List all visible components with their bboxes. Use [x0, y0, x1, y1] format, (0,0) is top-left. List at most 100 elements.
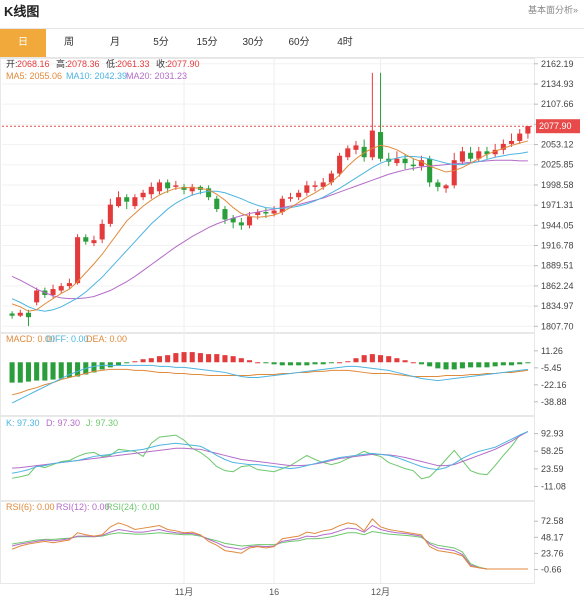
ohlc-value-2: 2061.33 — [117, 59, 150, 69]
macd-bar-24 — [206, 354, 212, 363]
candle-body-18 — [156, 182, 163, 192]
macd-bar-44 — [369, 354, 375, 363]
ohlc-value-3: 2077.90 — [167, 59, 200, 69]
macd-bar-30 — [255, 362, 261, 364]
tab-5[interactable]: 15分 — [196, 37, 218, 48]
macd-bar-26 — [222, 355, 228, 363]
macd-bar-56 — [468, 362, 474, 368]
macd-bar-23 — [197, 353, 203, 363]
macd-bar-18 — [156, 356, 163, 363]
macd-bar-52 — [435, 362, 441, 369]
tab-3[interactable]: 月 — [110, 37, 120, 48]
candle-body-44 — [369, 130, 375, 158]
macd-bar-29 — [246, 360, 253, 363]
macd-bar-7 — [66, 362, 72, 378]
macd-legend-2: DEA: 0.00 — [86, 334, 127, 344]
macd-legend-0: MACD: 0.00 — [6, 334, 55, 344]
macd-bar-13 — [115, 362, 122, 366]
macd-bar-25 — [214, 354, 220, 363]
candle-body-6 — [58, 286, 64, 291]
tab-7[interactable]: 60分 — [288, 37, 310, 48]
macd-bar-38 — [320, 362, 326, 365]
x-label-2: 12月 — [371, 587, 390, 597]
candle-body-51 — [427, 158, 433, 183]
macd-bar-54 — [451, 362, 457, 370]
candle-body-24 — [206, 188, 212, 198]
macd-bar-35 — [296, 362, 302, 366]
macd-axis-label-1: -5.45 — [541, 363, 562, 373]
kdj-axis-label-1: 58.25 — [541, 446, 564, 456]
candle-body-33 — [279, 198, 285, 213]
candle-body-9 — [83, 237, 89, 242]
candle-body-7 — [66, 283, 72, 287]
candle-body-57 — [476, 151, 482, 159]
candle-body-54 — [451, 160, 457, 186]
macd-bar-40 — [337, 362, 343, 364]
price-axis-label-0: 2162.19 — [541, 59, 574, 69]
macd-axis-label-2: -22.16 — [541, 380, 567, 390]
macd-bar-42 — [353, 358, 359, 363]
candle-body-31 — [263, 212, 269, 214]
macd-bar-1 — [17, 362, 23, 383]
macd-legend-1: DIFF: 0.00 — [46, 334, 89, 344]
kdj-d-line — [12, 431, 529, 469]
ohlc-label-1: 高: — [56, 58, 68, 69]
panel-frame-main — [0, 58, 535, 333]
candle-body-11 — [99, 223, 105, 240]
ohlc-label-3: 收: — [156, 58, 168, 69]
candle-body-29 — [246, 216, 253, 226]
panel-frame-macd — [0, 333, 535, 416]
rsi-legend-0: RSI(6): 0.00 — [6, 502, 55, 512]
price-axis-label-9: 1916.78 — [541, 241, 574, 251]
kdj-k-line — [12, 431, 529, 474]
candle-body-48 — [402, 158, 408, 164]
candle-body-60 — [500, 143, 506, 150]
candle-body-55 — [459, 151, 465, 162]
candle-body-36 — [304, 185, 310, 193]
kdj-legend-2: J: 97.30 — [86, 418, 118, 428]
ma10-line — [11, 151, 528, 312]
candle-body-58 — [484, 151, 490, 155]
macd-bar-21 — [181, 352, 187, 363]
ohlc-label-2: 低: — [106, 58, 118, 69]
candle-body-0 — [9, 313, 15, 316]
candle-body-34 — [287, 197, 294, 199]
tab-4[interactable]: 5分 — [153, 37, 169, 48]
tab-8[interactable]: 4时 — [337, 37, 353, 48]
tab-1[interactable]: 日 — [0, 29, 46, 57]
price-axis-label-12: 1834.97 — [541, 301, 574, 311]
candle-body-22 — [189, 186, 195, 192]
candle-body-8 — [75, 237, 81, 284]
tab-6[interactable]: 30分 — [242, 37, 264, 48]
tab-2[interactable]: 周 — [64, 37, 74, 48]
candle-body-53 — [443, 185, 449, 189]
candle-body-38 — [320, 182, 326, 187]
ohlc-value-1: 2078.36 — [67, 59, 100, 69]
price-axis-label-8: 1944.05 — [541, 220, 574, 230]
macd-diff-line — [11, 364, 528, 404]
macd-bar-41 — [345, 361, 351, 363]
candle-body-15 — [132, 197, 138, 207]
candle-body-42 — [353, 145, 359, 150]
price-axis-label-2: 2107.66 — [541, 99, 574, 109]
candle-body-63 — [525, 126, 531, 134]
price-axis-label-6: 1998.58 — [541, 180, 574, 190]
fundamental-analysis-link[interactable]: 基本面分析» — [527, 5, 578, 15]
candle-body-25 — [214, 198, 220, 210]
x-label-0: 11月 — [175, 587, 193, 597]
macd-bar-50 — [418, 362, 425, 365]
macd-bar-47 — [394, 358, 400, 363]
candle-body-39 — [328, 173, 334, 183]
candle-body-61 — [508, 140, 515, 144]
macd-bar-10 — [91, 362, 97, 373]
macd-bar-60 — [500, 362, 506, 366]
macd-bar-20 — [173, 353, 179, 363]
macd-axis-label-3: -38.88 — [541, 397, 567, 407]
last-price-label: 2077.90 — [539, 121, 572, 131]
price-axis-label-11: 1862.24 — [541, 281, 574, 291]
last-price-tag — [536, 119, 580, 134]
macd-dea-line — [11, 368, 528, 396]
ma20-line — [11, 159, 528, 300]
candle-body-47 — [394, 158, 400, 164]
